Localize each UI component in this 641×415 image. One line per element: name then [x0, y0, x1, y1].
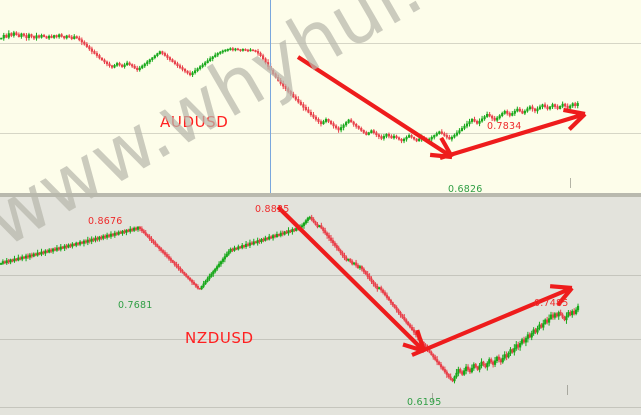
gridline	[0, 407, 641, 408]
nzdusd-symbol-label: NZDUSD	[185, 329, 254, 347]
nzdusd-left-low-label: 0.7681	[118, 300, 153, 311]
panel-divider	[0, 193, 641, 197]
crosshair-vertical-line[interactable]	[270, 0, 271, 193]
nzdusd-right-high-label: 0.7485	[534, 298, 569, 309]
nzdusd-peak-high-label: 0.8835	[255, 204, 290, 215]
gridline	[0, 43, 641, 44]
audusd-swing-low-label: 0.6826	[448, 184, 483, 193]
axis-tick	[567, 385, 568, 395]
audusd-symbol-label: AUDUSD	[160, 113, 229, 131]
audusd-panel: AUDUSD 0.7834 0.6826	[0, 0, 641, 193]
nzdusd-panel: NZDUSD 0.8676 0.7681 0.8835 0.7485 0.619…	[0, 197, 641, 415]
audusd-swing-high-label: 0.7834	[487, 121, 522, 132]
axis-tick	[570, 178, 571, 188]
audusd-candlestick-series	[0, 30, 579, 144]
nzdusd-bottom-low-label: 0.6195	[407, 397, 442, 408]
axis-tick	[432, 393, 433, 401]
nzdusd-left-high-label: 0.8676	[88, 216, 123, 227]
